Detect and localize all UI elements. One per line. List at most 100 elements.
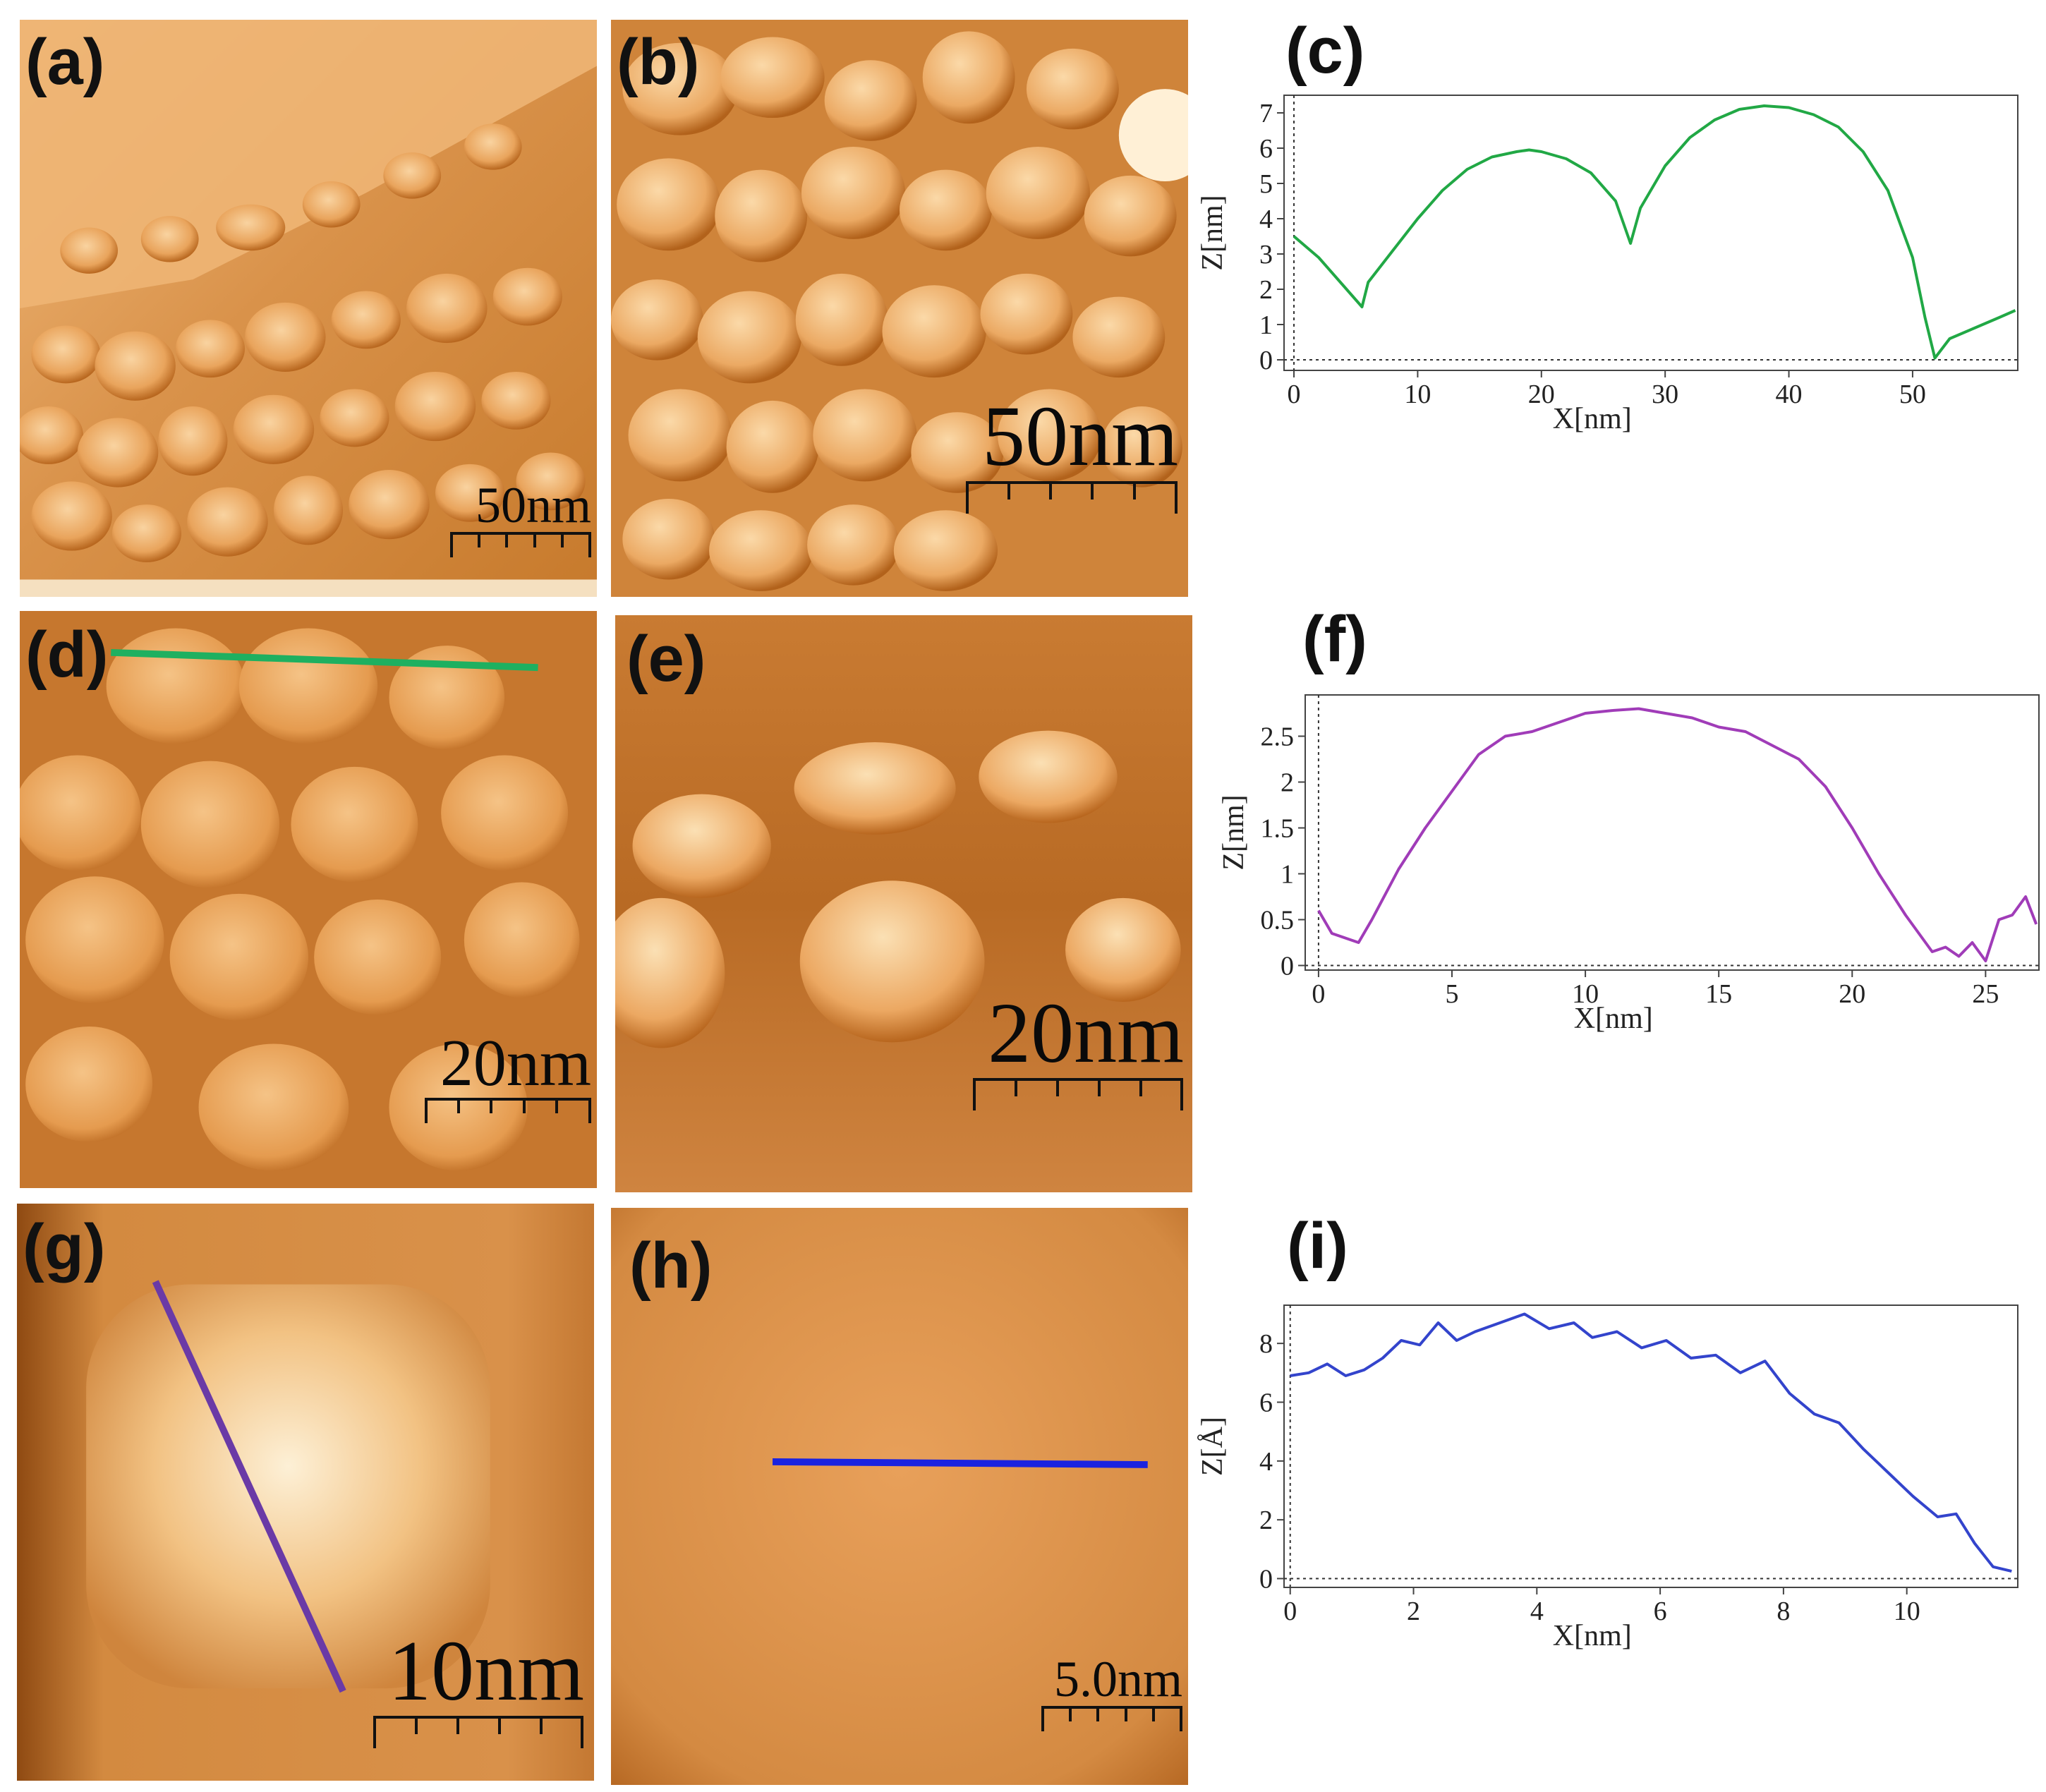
y-tick-label: 6 bbox=[1259, 1388, 1273, 1418]
y-tick-label: 1.5 bbox=[1261, 814, 1295, 844]
surface-grain bbox=[331, 291, 401, 349]
surface-grain bbox=[715, 169, 808, 262]
plot-frame bbox=[1283, 95, 2018, 371]
surface-grain bbox=[60, 227, 119, 274]
y-tick-label: 4 bbox=[1259, 1447, 1273, 1477]
y-tick-label: 4 bbox=[1259, 205, 1273, 234]
surface-grain bbox=[799, 880, 985, 1043]
surface-grain bbox=[198, 1043, 349, 1171]
surface-grain bbox=[31, 325, 101, 384]
surface-grain bbox=[720, 37, 825, 119]
x-axis-label: X[nm] bbox=[1553, 403, 1632, 435]
scale-bar-label-h: 5.0nm bbox=[1053, 1651, 1182, 1707]
scale-bar-label-e: 20nm bbox=[988, 986, 1184, 1081]
chart-label-i: (i) bbox=[1287, 1210, 1348, 1282]
surface-grain bbox=[25, 1026, 153, 1142]
surface-grain bbox=[302, 181, 361, 228]
surface-grain bbox=[464, 882, 580, 998]
afm-topography-e bbox=[615, 615, 1192, 1192]
surface-grain bbox=[824, 60, 917, 141]
surface-grain bbox=[726, 400, 819, 493]
afm-topography-b bbox=[611, 20, 1188, 597]
surface-grain bbox=[273, 476, 344, 545]
surface-grain bbox=[25, 876, 164, 1004]
surface-grain bbox=[20, 755, 141, 871]
x-tick-label: 4 bbox=[1530, 1597, 1544, 1626]
x-tick-label: 0 bbox=[1288, 380, 1301, 409]
surface-grain bbox=[20, 406, 83, 464]
scale-bar-label-g: 10nm bbox=[388, 1623, 584, 1719]
surface-grain bbox=[1084, 175, 1177, 257]
surface-grain bbox=[1026, 48, 1119, 130]
surface-grain bbox=[794, 741, 956, 835]
x-tick-label: 20 bbox=[1528, 380, 1555, 409]
y-tick-label: 7 bbox=[1259, 99, 1273, 128]
x-axis-label: X[nm] bbox=[1574, 1003, 1653, 1035]
panel-label-e: (e) bbox=[626, 623, 706, 695]
surface-grain bbox=[106, 628, 246, 744]
x-tick-label: 6 bbox=[1654, 1597, 1667, 1626]
x-tick-label: 10 bbox=[1894, 1597, 1920, 1626]
scale-bar-a: 50nm bbox=[450, 480, 591, 559]
surface-grain bbox=[245, 302, 326, 372]
surface-grain bbox=[893, 510, 998, 591]
x-tick-label: 10 bbox=[1404, 380, 1431, 409]
panel-label-b: (b) bbox=[617, 26, 700, 98]
afm-image-a: (a) 50nm bbox=[20, 20, 597, 597]
y-tick-label: 0 bbox=[1281, 952, 1294, 981]
profile-chart-f: (f) 0 5 10 15 20 25 0 0.5 1 1.5 2 2.5 X[nm] Z[nm] bbox=[1199, 603, 2040, 1058]
surface-grain bbox=[979, 730, 1118, 823]
y-tick-label: 2 bbox=[1259, 1506, 1273, 1535]
afm-image-b: (b) 50nm bbox=[611, 20, 1188, 597]
profile-line-series bbox=[1293, 104, 2016, 360]
panel-label-h: (h) bbox=[629, 1230, 713, 1302]
x-tick-label: 25 bbox=[1972, 979, 1999, 1009]
surface-grain bbox=[187, 487, 268, 557]
surface-grain bbox=[441, 755, 569, 871]
surface-grain bbox=[632, 794, 771, 898]
x-tick-label: 5 bbox=[1446, 979, 1459, 1009]
plot-frame bbox=[1305, 694, 2040, 971]
surface-grain bbox=[158, 406, 228, 476]
scale-bar-label-a: 50nm bbox=[475, 477, 591, 533]
surface-grain bbox=[349, 470, 430, 540]
scale-bar-h: 5.0nm bbox=[1041, 1654, 1182, 1733]
surface-grain bbox=[900, 169, 992, 251]
surface-grain bbox=[998, 389, 1102, 482]
surface-grain bbox=[394, 371, 476, 442]
surface-grain bbox=[807, 504, 900, 586]
surface-grain bbox=[617, 158, 721, 251]
chart-label-f: (f) bbox=[1302, 603, 1367, 675]
surface-grain bbox=[320, 389, 389, 447]
surface-grain bbox=[622, 498, 715, 580]
chart-svg-f: 0 5 10 15 20 25 0 0.5 1 1.5 2 2.5 X[nm] Z[nm] bbox=[1218, 694, 2040, 1035]
x-tick-label: 0 bbox=[1312, 979, 1325, 1009]
afm-topography-h bbox=[611, 1208, 1188, 1785]
y-axis-label: Z[Å] bbox=[1197, 1417, 1229, 1476]
y-tick-label: 3 bbox=[1259, 240, 1273, 270]
surface-grain bbox=[911, 412, 1004, 493]
surface-grain bbox=[882, 285, 986, 378]
surface-grain bbox=[795, 273, 888, 366]
y-tick-label: 2 bbox=[1281, 768, 1294, 798]
x-tick-label: 2 bbox=[1407, 1597, 1420, 1626]
y-tick-label: 0 bbox=[1259, 1565, 1273, 1594]
surface-grain bbox=[622, 42, 738, 135]
surface-grain bbox=[464, 123, 522, 170]
surface-grain bbox=[95, 331, 176, 401]
profile-chart-c: (c) 0 10 20 30 40 50 0 1 2 3 4 5 6 7 X[nm] Z[nm] bbox=[1197, 7, 2032, 459]
y-tick-label: 0.5 bbox=[1261, 906, 1295, 936]
surface-grain bbox=[813, 389, 917, 482]
surface-grain bbox=[233, 394, 315, 464]
y-tick-label: 1 bbox=[1259, 310, 1273, 340]
surface-grain bbox=[1065, 897, 1181, 1003]
surface-grain bbox=[1101, 406, 1182, 488]
afm-image-d: (d) 20nm bbox=[20, 611, 597, 1188]
y-tick-label: 2 bbox=[1259, 275, 1273, 305]
surface-grain bbox=[140, 216, 199, 262]
plot-frame bbox=[1283, 1304, 2018, 1588]
x-tick-label: 8 bbox=[1776, 1597, 1790, 1626]
afm-image-g: (g) 10nm bbox=[17, 1204, 594, 1781]
surface-grain bbox=[697, 291, 801, 384]
profile-chart-i: (i) 0 2 4 6 8 10 0 2 4 6 8 X[nm] Z[Å] bbox=[1197, 1210, 2032, 1665]
